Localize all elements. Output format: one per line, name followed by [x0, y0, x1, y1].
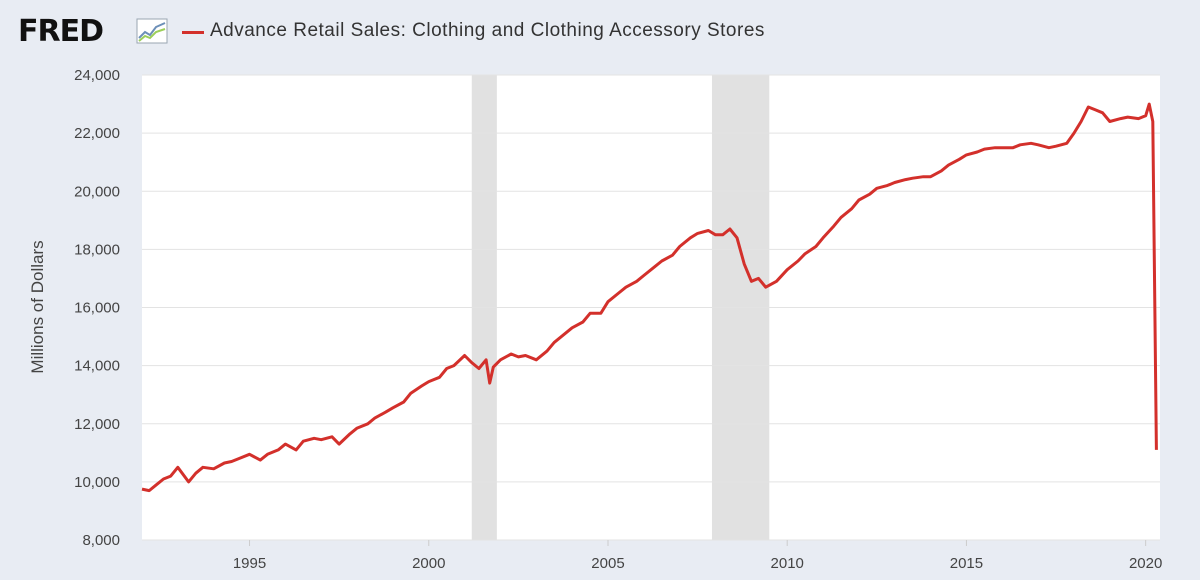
y-tick-label: 24,000 [74, 67, 120, 84]
y-axis-ticks: 8,000 10,000 12,000 14,000 16,000 18,000 20,00… [74, 67, 120, 549]
gridlines [142, 74, 1160, 541]
x-tick-label: 2020 [1129, 555, 1162, 572]
y-tick-label: 22,000 [74, 125, 120, 142]
x-tick-label: 2015 [950, 555, 983, 572]
chart-header: FRED Advance Retail Sales: Clothing and … [0, 0, 1200, 62]
legend-line-swatch [182, 31, 204, 34]
y-tick-label: 8,000 [82, 532, 120, 549]
series-line [141, 102, 1158, 493]
y-tick-label: 10,000 [74, 474, 120, 491]
y-axis-title: Millions of Dollars [28, 240, 47, 373]
x-tick-label: 2010 [771, 555, 804, 572]
y-tick-label: 20,000 [74, 183, 120, 200]
x-tick-label: 1995 [233, 555, 266, 572]
fred-logo-graph-icon [136, 18, 168, 44]
y-tick-label: 14,000 [74, 358, 120, 375]
fred-logo[interactable]: FRED [18, 14, 104, 49]
y-tick-label: 12,000 [74, 416, 120, 433]
x-tick-label: 2005 [591, 555, 624, 572]
y-tick-label: 18,000 [74, 241, 120, 258]
y-tick-label: 16,000 [74, 300, 120, 317]
x-tick-label: 2000 [412, 555, 445, 572]
x-axis-ticks: 1995 2000 2005 2010 2015 2020 [233, 540, 1162, 572]
legend-series-title: Advance Retail Sales: Clothing and Cloth… [210, 20, 765, 41]
